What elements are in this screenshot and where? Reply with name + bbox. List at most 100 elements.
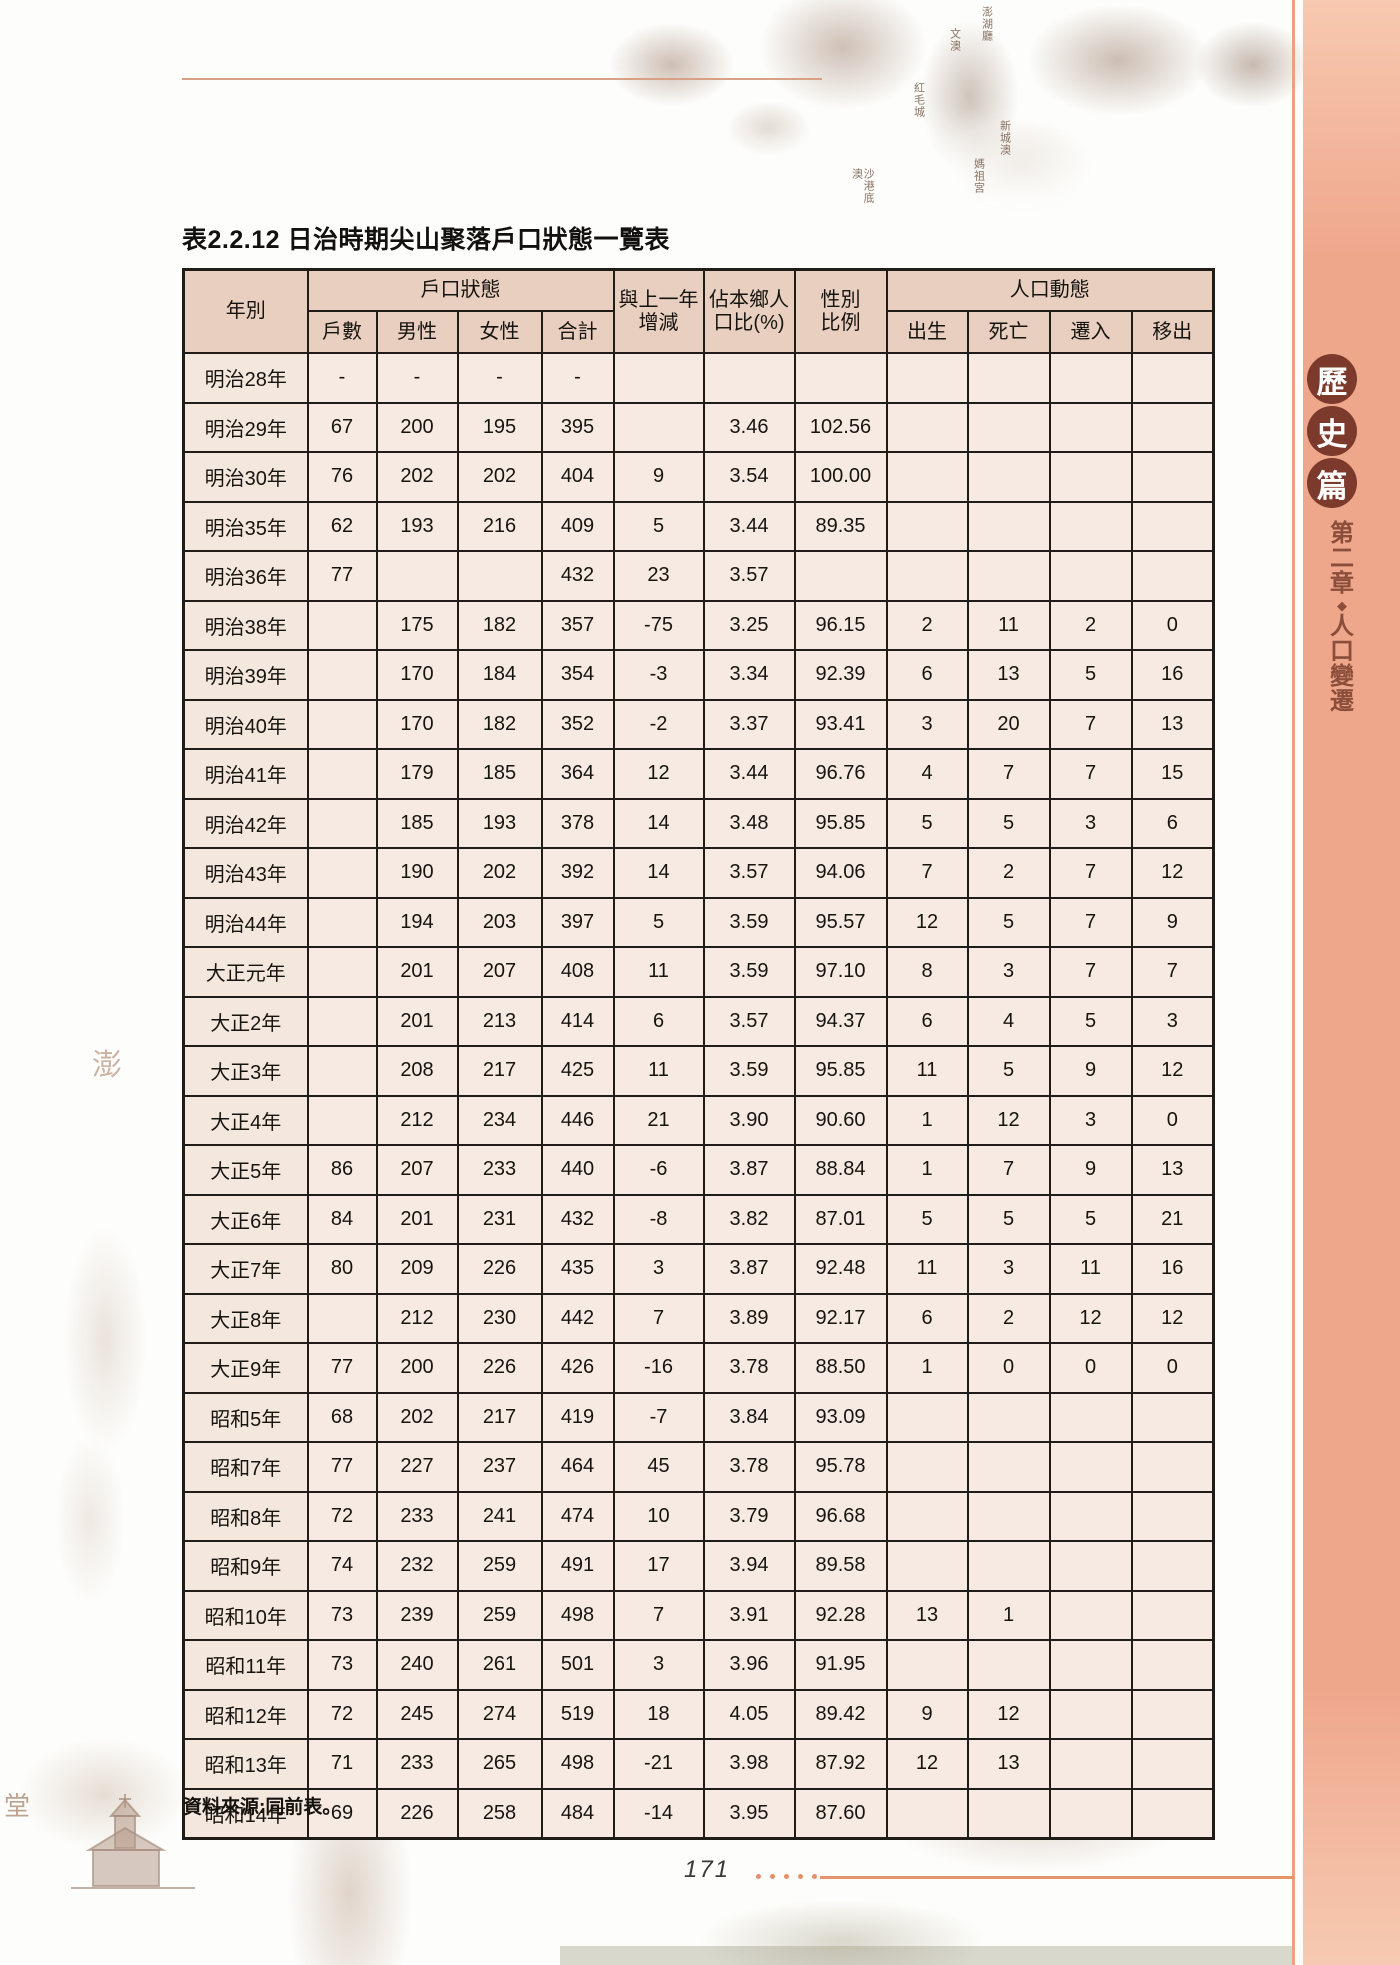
value-cell: 7 bbox=[1048, 896, 1133, 948]
value-cell bbox=[1048, 1391, 1133, 1443]
value-cell bbox=[1048, 1490, 1133, 1542]
value-cell: 12 bbox=[885, 1738, 969, 1790]
value-cell: 419 bbox=[540, 1391, 615, 1443]
table-row: 昭和12年 72 245 274 519 18 4.05 89.42 9 12 bbox=[182, 1688, 1215, 1740]
table-row: 明治35年 62 193 216 409 5 3.44 89.35 bbox=[182, 500, 1215, 552]
value-cell: 3 bbox=[612, 1243, 705, 1295]
value-cell: 92.28 bbox=[793, 1589, 888, 1641]
value-cell: - bbox=[306, 352, 378, 404]
header-line: 與上一年 bbox=[618, 289, 699, 312]
value-cell: 491 bbox=[540, 1540, 615, 1592]
value-cell: 364 bbox=[540, 748, 615, 800]
value-cell: 94.37 bbox=[793, 995, 888, 1047]
value-cell: -6 bbox=[612, 1144, 705, 1196]
col-group-household: 戶口狀態 bbox=[306, 268, 615, 312]
section-badge: 歷史篇 bbox=[1307, 354, 1357, 510]
year-cell: 大正元年 bbox=[182, 946, 309, 998]
value-cell bbox=[306, 599, 378, 651]
value-cell bbox=[1130, 550, 1215, 602]
value-cell: 245 bbox=[375, 1688, 459, 1740]
value-cell: 200 bbox=[375, 401, 459, 453]
value-cell: 446 bbox=[540, 1094, 615, 1146]
chapter-title-char: 變 bbox=[1330, 664, 1354, 690]
value-cell: 12 bbox=[612, 748, 705, 800]
value-cell: 76 bbox=[306, 451, 378, 503]
section-badge-char: 史 bbox=[1307, 406, 1357, 456]
value-cell: 13 bbox=[1130, 698, 1215, 750]
value-cell bbox=[306, 847, 378, 899]
value-cell: 378 bbox=[540, 797, 615, 849]
value-cell: 3.79 bbox=[702, 1490, 796, 1542]
value-cell: 10 bbox=[612, 1490, 705, 1542]
value-cell: 15 bbox=[1130, 748, 1215, 800]
value-cell: 96.15 bbox=[793, 599, 888, 651]
chapter-title-char: 二 bbox=[1330, 546, 1354, 572]
value-cell: 9 bbox=[885, 1688, 969, 1740]
value-cell bbox=[966, 1639, 1051, 1691]
value-cell: 5 bbox=[966, 1193, 1051, 1245]
year-cell: 大正3年 bbox=[182, 1045, 309, 1097]
table-row: 大正2年 201 213 414 6 3.57 94.37 6 4 5 3 bbox=[182, 995, 1215, 1047]
value-cell: 170 bbox=[375, 698, 459, 750]
header-row-2: 戶數 男性 女性 合計 出生 死亡 遷入 移出 bbox=[184, 310, 1215, 354]
table-row: 大正8年 212 230 442 7 3.89 92.17 6 2 12 12 bbox=[182, 1292, 1215, 1344]
value-cell bbox=[1130, 1589, 1215, 1641]
value-cell: 519 bbox=[540, 1688, 615, 1740]
table-row: 明治40年 170 182 352 -2 3.37 93.41 3 20 7 13 bbox=[182, 698, 1215, 750]
year-cell: 大正7年 bbox=[182, 1243, 309, 1295]
chapter-title-char: 第 bbox=[1330, 521, 1354, 547]
col-header-total: 合計 bbox=[540, 310, 615, 354]
value-cell: 3.59 bbox=[702, 1045, 796, 1097]
table-row: 明治28年 - - - - bbox=[182, 352, 1215, 404]
value-cell: -7 bbox=[612, 1391, 705, 1443]
value-cell: 62 bbox=[306, 500, 378, 552]
value-cell: 3 bbox=[1048, 797, 1133, 849]
value-cell: 442 bbox=[540, 1292, 615, 1344]
value-cell: 0 bbox=[1130, 1342, 1215, 1394]
value-cell: 232 bbox=[375, 1540, 459, 1592]
value-cell bbox=[885, 1639, 969, 1691]
table-row: 明治39年 170 184 354 -3 3.34 92.39 6 13 5 16 bbox=[182, 649, 1215, 701]
value-cell bbox=[966, 401, 1051, 453]
year-cell: 明治42年 bbox=[182, 797, 309, 849]
antique-map-labels: 澎湖廳 文澳 紅毛城 新城澳 媽祖宮 沙港底澳 bbox=[560, 0, 1305, 215]
value-cell bbox=[456, 550, 543, 602]
value-cell bbox=[1130, 1391, 1215, 1443]
value-cell: 7 bbox=[966, 1144, 1051, 1196]
value-cell: 95.57 bbox=[793, 896, 888, 948]
value-cell bbox=[1048, 401, 1133, 453]
col-header-households: 戶數 bbox=[306, 310, 378, 354]
footer-rule bbox=[820, 1876, 1294, 1879]
value-cell: 11 bbox=[966, 599, 1051, 651]
value-cell: 274 bbox=[456, 1688, 543, 1740]
value-cell: 67 bbox=[306, 401, 378, 453]
value-cell: 3.44 bbox=[702, 748, 796, 800]
value-cell: 7 bbox=[885, 847, 969, 899]
section-badge-char: 歷 bbox=[1307, 354, 1357, 404]
value-cell bbox=[966, 352, 1051, 404]
value-cell: 16 bbox=[1130, 1243, 1215, 1295]
value-cell bbox=[1048, 1540, 1133, 1592]
value-cell bbox=[306, 748, 378, 800]
value-cell bbox=[612, 401, 705, 453]
value-cell: 8 bbox=[885, 946, 969, 998]
value-cell: 3.54 bbox=[702, 451, 796, 503]
table-row: 大正4年 212 234 446 21 3.90 90.60 1 12 3 0 bbox=[182, 1094, 1215, 1146]
map-label: 紅毛城 bbox=[912, 82, 925, 118]
year-cell: 明治39年 bbox=[182, 649, 309, 701]
value-cell bbox=[793, 550, 888, 602]
footer-dot bbox=[812, 1874, 817, 1879]
value-cell: 195 bbox=[456, 401, 543, 453]
year-cell: 昭和5年 bbox=[182, 1391, 309, 1443]
left-map-texture bbox=[30, 1200, 180, 1600]
value-cell: 408 bbox=[540, 946, 615, 998]
value-cell bbox=[306, 995, 378, 1047]
value-cell: 13 bbox=[966, 649, 1051, 701]
faint-map-char-peng: 澎 bbox=[92, 1049, 122, 1082]
value-cell: 5 bbox=[966, 896, 1051, 948]
source-note: 資料來源:同前表。 bbox=[183, 1797, 342, 1818]
value-cell: 13 bbox=[1130, 1144, 1215, 1196]
value-cell: 432 bbox=[540, 550, 615, 602]
value-cell: 6 bbox=[612, 995, 705, 1047]
chapter-title: 第二章 ◆ 人口變遷 bbox=[1320, 522, 1364, 715]
